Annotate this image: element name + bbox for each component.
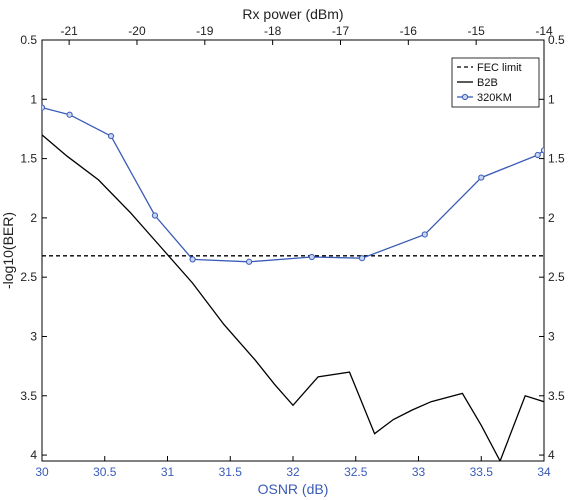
data-point	[189, 256, 196, 263]
y-right-tick-label: 2.5	[548, 270, 565, 284]
x-tick-label: 34	[537, 465, 551, 479]
series-layer	[42, 104, 544, 461]
x-tick-label: 33	[412, 465, 426, 479]
plot-area	[41, 39, 545, 462]
y-tick-label: 3	[30, 329, 37, 343]
y-tick-label: 0.5	[20, 33, 37, 47]
legend-label: FEC limit	[477, 62, 522, 74]
top-tick-label: -15	[467, 24, 485, 38]
x-axis-label: OSNR (dB)	[258, 481, 329, 497]
y-tick-label: 1	[30, 92, 37, 106]
y-right-tick-label: 4	[548, 448, 555, 462]
y-tick-label: 3.5	[20, 389, 37, 403]
series-line-320km	[42, 106, 544, 263]
y-right-tick-label: 3.5	[548, 389, 565, 403]
x-tick-label: 33.5	[470, 465, 494, 479]
x-tick-label: 30.5	[93, 465, 117, 479]
top-tick-label: -16	[400, 24, 418, 38]
top-tick-label: -20	[128, 24, 146, 38]
y-tick-label: 4	[30, 448, 37, 462]
data-point	[478, 174, 485, 181]
y-right-tick-label: 3	[548, 329, 555, 343]
data-point	[107, 132, 115, 140]
x-tick-label: 31	[161, 465, 175, 479]
y-axis-label: -log10(BER)	[0, 212, 16, 289]
data-point	[151, 212, 159, 219]
y-right-tick-label: 1	[548, 92, 555, 106]
data-point	[540, 147, 544, 154]
data-point	[245, 258, 253, 265]
x-tick-label: 32.5	[344, 465, 368, 479]
series-line-b2b	[42, 134, 544, 461]
top-tick-label: -17	[332, 24, 350, 38]
y-tick-label: 2.5	[20, 270, 37, 284]
data-point	[534, 151, 541, 159]
legend-label: B2B	[477, 77, 498, 89]
y-right-tick-label: 1.5	[548, 152, 565, 166]
x-tick-label: 31.5	[219, 465, 243, 479]
tick-layer: 30 30.5 31 31.5 32 32.5 33 33.5 34-21 -20 -19 -18 -1…	[20, 24, 565, 479]
y-tick-label: 1.5	[20, 152, 37, 166]
data-point	[66, 111, 73, 118]
top-tick-label: -18	[264, 24, 282, 38]
data-point	[358, 255, 366, 262]
top-tick-label: -14	[535, 24, 553, 38]
top-tick-label: -19	[196, 24, 214, 38]
x-tick-label: 32	[286, 465, 300, 479]
data-point	[421, 231, 428, 238]
data-point	[308, 253, 315, 261]
data-point	[42, 104, 46, 111]
legend-marker	[461, 93, 469, 101]
top-axis-label: Rx power (dBm)	[242, 6, 343, 22]
y-right-tick-label: 2	[548, 211, 555, 225]
legend: FEC limit B2B 320KM	[451, 57, 540, 108]
x-tick-label: 30	[35, 465, 49, 479]
top-tick-label: -21	[60, 24, 78, 38]
y-tick-label: 2	[30, 211, 37, 225]
legend-label: 320KM	[477, 92, 512, 104]
y-right-tick-label: 0.5	[548, 33, 565, 47]
